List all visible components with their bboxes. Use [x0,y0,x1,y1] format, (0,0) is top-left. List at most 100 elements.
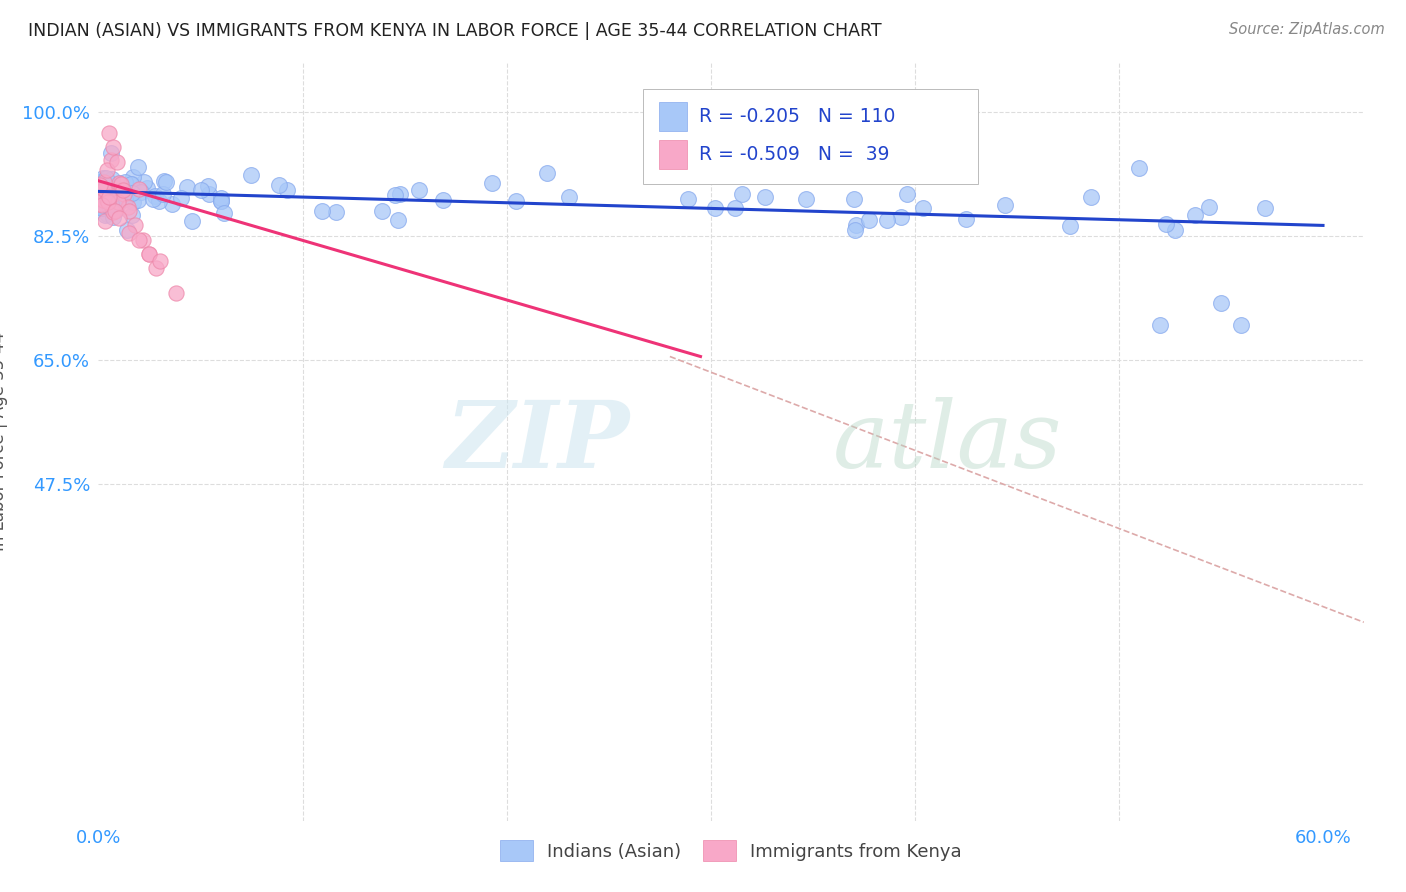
Point [93,185,115,199]
Point [110,177,132,191]
Legend: Indians (Asian), Immigrants from Kenya: Indians (Asian), Immigrants from Kenya [494,833,969,869]
Point [90,199,112,213]
Point [121,186,143,200]
Point [108,185,131,199]
Point [90,201,112,215]
Point [105,202,128,217]
FancyBboxPatch shape [643,89,979,184]
Point [703,201,725,215]
Point [101,210,124,224]
Point [955,211,977,226]
Point [112,186,135,201]
Point [104,194,127,209]
Point [90,198,112,212]
Point [1080,190,1102,204]
Point [110,183,132,197]
Point [114,193,136,207]
Point [100,145,122,160]
Point [89,193,111,207]
Point [558,190,581,204]
Point [117,200,139,214]
Point [101,140,124,154]
Point [1059,219,1081,233]
Point [408,183,430,197]
Point [1156,217,1178,231]
Point [101,172,124,186]
Point [105,154,128,169]
Point [96,170,118,185]
Point [91,174,114,188]
Point [114,175,136,189]
Point [108,176,131,190]
Point [209,194,232,208]
Point [132,175,155,189]
Point [93,181,115,195]
Point [91,171,114,186]
Text: atlas: atlas [832,397,1062,486]
Point [731,187,754,202]
Point [122,169,145,184]
Point [93,179,115,194]
Point [145,260,167,275]
FancyBboxPatch shape [659,140,686,169]
Point [153,173,176,187]
Point [384,188,406,202]
Point [1254,201,1277,215]
Point [1209,296,1232,310]
Point [93,175,115,189]
Point [93,178,115,192]
Point [1149,318,1171,332]
Point [120,177,142,191]
Point [371,204,394,219]
Point [1198,200,1220,214]
Point [108,177,131,191]
Point [94,214,117,228]
Point [190,183,212,197]
Point [536,166,558,180]
Point [129,186,152,200]
Point [754,190,776,204]
Point [142,192,165,206]
Point [114,189,136,203]
Point [267,178,290,193]
Point [155,175,177,189]
Point [311,204,333,219]
Point [432,194,454,208]
Text: R = -0.205   N = 110: R = -0.205 N = 110 [699,107,896,126]
Point [89,191,111,205]
Point [118,226,141,240]
Point [1230,318,1253,332]
Point [101,205,124,219]
Point [97,190,120,204]
Point [104,201,127,215]
Point [858,213,880,227]
Point [148,194,170,208]
Point [481,176,503,190]
Point [1128,161,1150,175]
Text: ZIP: ZIP [446,397,630,486]
Point [112,186,135,201]
Point [97,194,120,209]
Point [98,202,121,216]
Point [389,187,412,202]
Text: INDIAN (ASIAN) VS IMMIGRANTS FROM KENYA IN LABOR FORCE | AGE 35-44 CORRELATION C: INDIAN (ASIAN) VS IMMIGRANTS FROM KENYA … [28,22,882,40]
Point [104,203,127,218]
Point [876,213,898,227]
Point [94,208,117,222]
Point [94,178,117,192]
Point [96,200,118,214]
Point [505,194,527,209]
Point [98,192,121,206]
Point [94,184,117,198]
Point [128,182,150,196]
Point [890,211,912,225]
Point [127,160,149,174]
Point [149,253,172,268]
Point [108,211,131,226]
Point [107,195,129,210]
Point [794,192,817,206]
Point [104,183,127,197]
Point [94,185,117,199]
Point [132,233,155,247]
Point [845,218,868,232]
